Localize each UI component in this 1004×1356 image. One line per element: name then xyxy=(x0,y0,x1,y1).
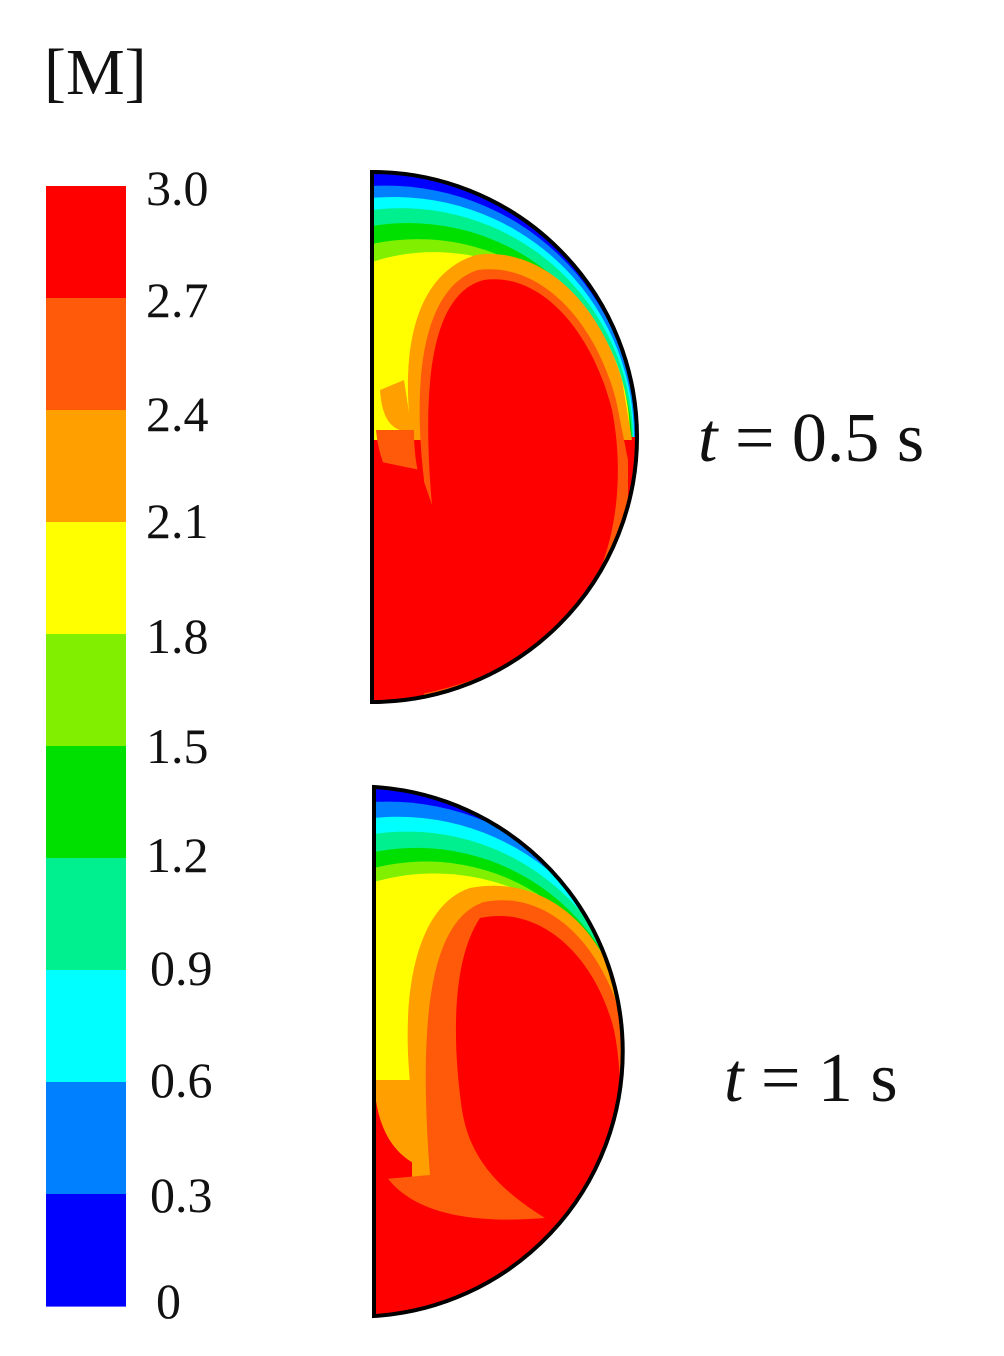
time-label-bottom-variable: t xyxy=(724,1040,744,1117)
colorbar-band xyxy=(46,1082,126,1195)
colorbar-tick-2-4: 2.4 xyxy=(146,386,209,442)
colorbar-band xyxy=(46,858,126,971)
colorbar-tick-3-0: 3.0 xyxy=(146,160,209,216)
colorbar-tick-2-1: 2.1 xyxy=(146,493,209,549)
colorbar-tick-2-7: 2.7 xyxy=(146,272,209,328)
colorbar-tick-1-8: 1.8 xyxy=(146,608,209,664)
colorbar-tick-0: 0 xyxy=(156,1273,181,1329)
colorbar-band xyxy=(46,186,126,299)
colorbar-band xyxy=(46,298,126,411)
colorbar-band xyxy=(46,522,126,635)
time-label-top-value: = 0.5 s xyxy=(717,400,925,477)
time-label-top-variable: t xyxy=(698,400,718,477)
colorbar-tick-1-5: 1.5 xyxy=(146,718,209,774)
time-label-bottom-value: = 1 s xyxy=(743,1040,898,1117)
colorbar-band xyxy=(46,746,126,859)
colorbar-tick-0-6: 0.6 xyxy=(150,1052,213,1108)
colorbar-tick-0-3: 0.3 xyxy=(150,1167,213,1223)
colorbar-unit-label: [M] xyxy=(44,36,147,109)
colorbar-tick-1-2: 1.2 xyxy=(146,827,209,883)
colorbar-tick-0-9: 0.9 xyxy=(150,940,213,996)
colorbar-band xyxy=(46,634,126,747)
colorbar-band xyxy=(46,970,126,1083)
colorbar-band xyxy=(46,410,126,523)
time-label-bottom: t = 1 s xyxy=(724,1044,898,1114)
colorbar-band xyxy=(46,1194,126,1307)
time-label-top: t = 0.5 s xyxy=(698,404,924,474)
